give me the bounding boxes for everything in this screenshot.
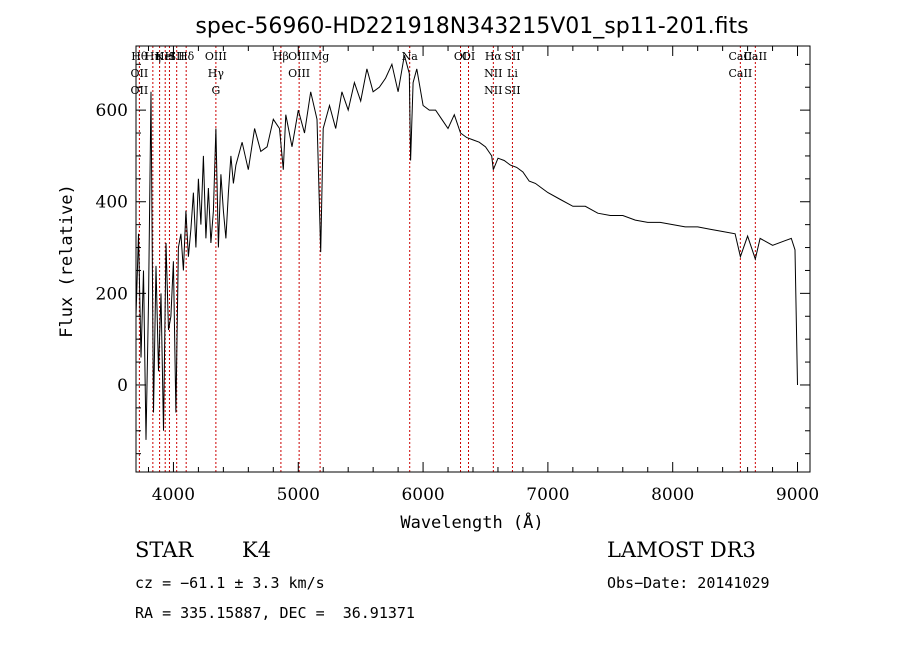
flux-series-line xyxy=(135,55,798,440)
survey-name: LAMOST DR3 xyxy=(607,538,756,562)
x-tick-label: 5000 xyxy=(277,485,320,505)
spectral-line-label: NII xyxy=(484,67,502,80)
redshift-readout: cz = −61.1 ± 3.3 km/s xyxy=(135,574,325,592)
spectral-line-label: Hα xyxy=(485,50,503,63)
spectral-line-label: OIII xyxy=(205,50,227,63)
spectral-line-label: Hδ xyxy=(178,50,195,63)
spectral-line-markers xyxy=(138,46,756,472)
object-class: STAR xyxy=(135,538,194,562)
spectral-line-label: K xyxy=(155,50,164,63)
object-subclass: K4 xyxy=(242,538,272,562)
spectral-line-label: SII xyxy=(504,84,520,97)
x-tick-label: 9000 xyxy=(776,485,819,505)
x-tick-label: 6000 xyxy=(401,485,444,505)
spectral-line-label: OI xyxy=(462,50,475,63)
spectral-line-label: HeI xyxy=(155,50,175,63)
spectral-line-label: Mg xyxy=(311,50,329,63)
spectral-line-label: Li xyxy=(507,67,518,80)
spectral-line-label: Hη xyxy=(145,50,161,63)
spectral-line-label: OIII xyxy=(288,50,310,63)
y-tick-label: 600 xyxy=(96,101,128,121)
spectral-line-label: CaII xyxy=(729,50,753,63)
observation-date: Obs−Date: 20141029 xyxy=(607,574,770,592)
x-tick-label: 8000 xyxy=(651,485,694,505)
spectral-line-label: Hγ xyxy=(208,67,225,80)
plot-frame xyxy=(135,45,811,473)
spectral-line-label: OII xyxy=(131,84,149,97)
spectral-line-label: G xyxy=(211,84,220,97)
y-tick-label: 0 xyxy=(117,376,128,396)
spectral-line-label: Hθ xyxy=(131,50,148,63)
spectral-line-label: SII xyxy=(169,50,185,63)
spectral-line-label: H xyxy=(165,50,175,63)
axis-ticks xyxy=(136,46,810,472)
x-tick-label: 4000 xyxy=(152,485,195,505)
x-tick-label: 7000 xyxy=(526,485,569,505)
spectral-line-label: OII xyxy=(131,67,149,80)
spectral-line-label: CaII xyxy=(743,50,767,63)
y-tick-label: 400 xyxy=(96,193,128,213)
spectral-line-label: CaII xyxy=(729,67,753,80)
y-tick-labels: 0 200 400 600 xyxy=(96,101,128,396)
spectral-line-label: Hβ xyxy=(273,50,289,63)
y-axis-label: Flux (relative) xyxy=(57,184,77,338)
spectral-line-label: OI xyxy=(454,50,467,63)
spectral-line-label: SII xyxy=(504,50,520,63)
spectral-line-label: NII xyxy=(484,84,502,97)
x-axis-label: Wavelength (Å) xyxy=(400,511,543,533)
coordinates-readout: RA = 335.15887, DEC = 36.91371 xyxy=(135,604,415,622)
spectral-line-label: OIII xyxy=(288,67,310,80)
y-tick-label: 200 xyxy=(96,284,128,304)
x-tick-labels: 4000 5000 6000 7000 8000 9000 xyxy=(152,485,819,505)
chart-title: spec-56960-HD221918N343215V01_sp11-201.f… xyxy=(195,14,748,39)
